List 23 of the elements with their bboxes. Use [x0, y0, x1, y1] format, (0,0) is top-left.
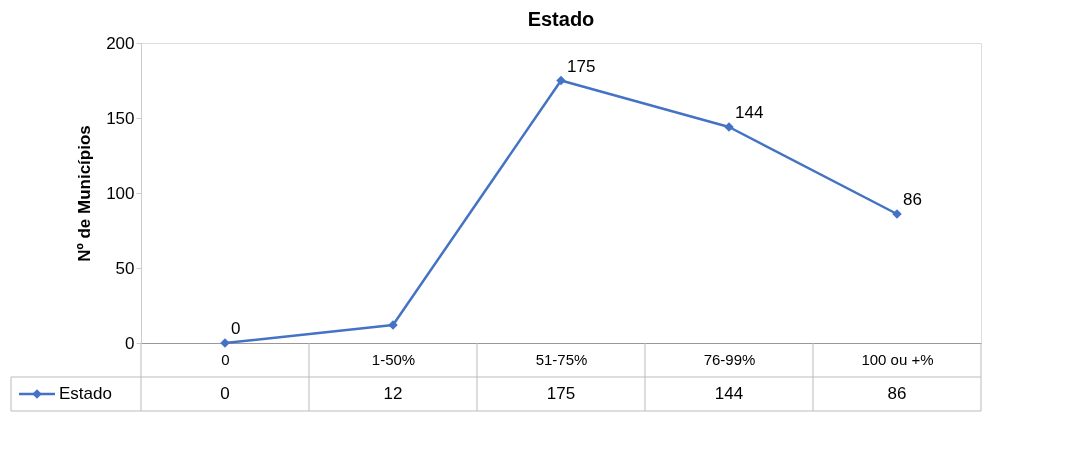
y-tick-label: 0 — [125, 333, 135, 353]
data-label: 175 — [546, 384, 576, 403]
data-label: 12 — [383, 384, 403, 403]
x-tick-label: 76-99% — [703, 350, 756, 368]
annotation: 144 — [735, 103, 764, 122]
data-label: 144 — [714, 384, 744, 403]
y-tick-label: 150 — [106, 108, 135, 128]
x-tick-label: 0 — [221, 350, 230, 368]
y-tick-label: 50 — [115, 258, 135, 278]
y-tick-label: 200 — [106, 33, 135, 53]
legend-label: Estado — [59, 384, 112, 403]
annotation: 86 — [903, 190, 922, 209]
chart-title: Estado — [527, 8, 595, 30]
x-tick-label: 51-75% — [535, 350, 588, 368]
data-label: 0 — [220, 384, 230, 403]
annotation: 0 — [231, 319, 241, 338]
x-tick-label: 1-50% — [371, 350, 416, 368]
data-label: 86 — [887, 384, 907, 403]
point — [556, 75, 566, 86]
x-tick-label: 100 ou +% — [861, 350, 934, 368]
y-axis-title: Nº de Municípios — [75, 125, 95, 262]
y-tick-label: 100 — [106, 183, 135, 203]
annotation: 175 — [567, 56, 596, 76]
